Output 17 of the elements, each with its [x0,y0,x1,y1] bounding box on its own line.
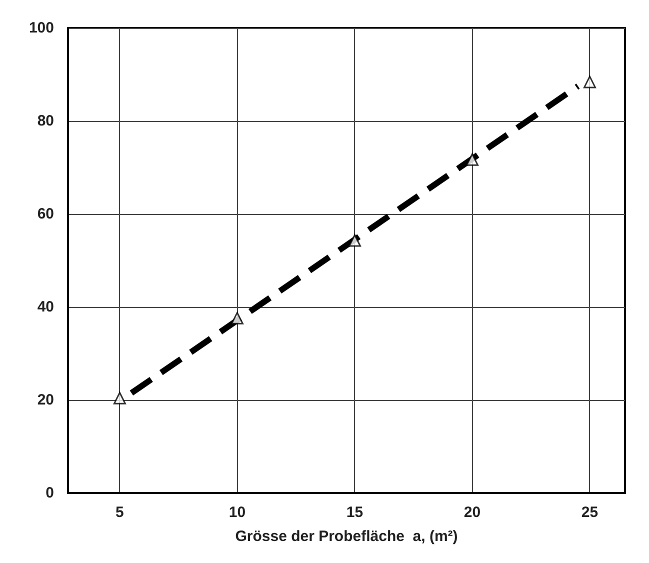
y-tick-label: 0 [46,484,54,502]
point [583,76,596,88]
x-axis-title: Grösse der Probefläche a, (m²) [235,528,458,545]
point [348,234,361,247]
x-tick-label: 10 [228,504,246,521]
x-tick-label: 5 [116,504,124,521]
y-tick-label: 40 [37,298,54,316]
y-tick-label: 20 [37,392,54,408]
point [113,392,126,404]
x-tick-label: 15 [346,504,364,521]
y-tick-label: 80 [37,112,54,130]
y-tick-label: 60 [37,206,54,222]
y-tick-label: 100 [28,20,54,36]
x-tick-label: 20 [464,504,481,521]
point [230,312,244,324]
point [466,153,478,166]
x-tick-label: 25 [581,504,598,521]
